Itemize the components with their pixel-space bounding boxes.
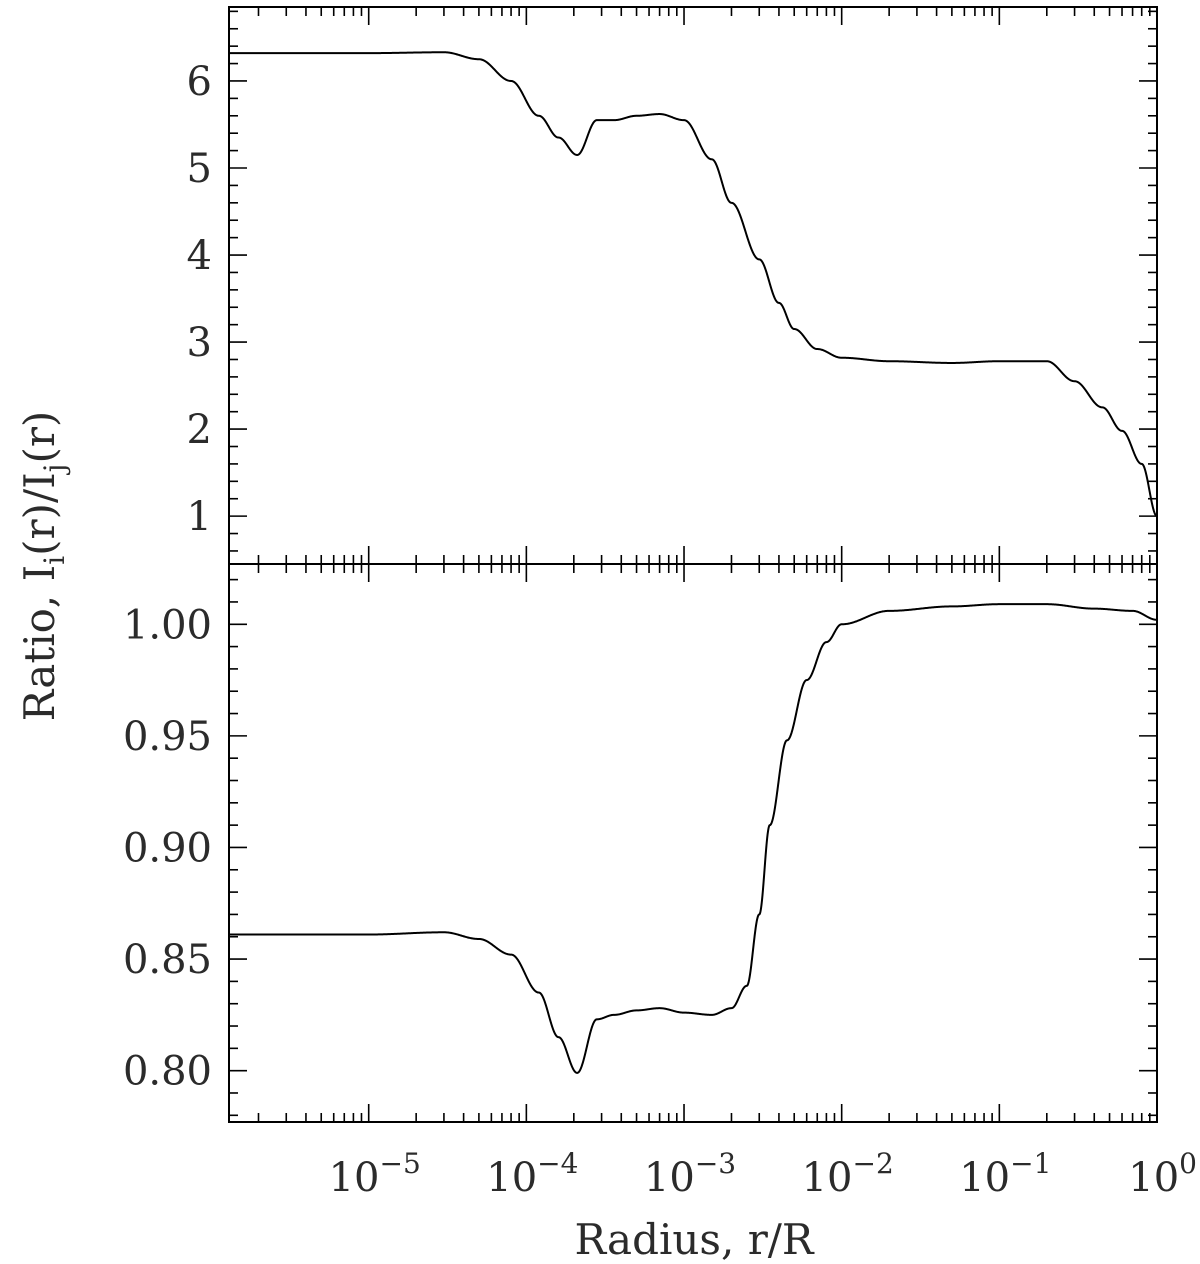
bottom-panel: 0.80 0.85 0.90 0.95 1.00 bbox=[123, 563, 1158, 1123]
x-tick-label: 10−4 bbox=[486, 1147, 578, 1201]
ratio-curve bbox=[229, 603, 1158, 1074]
x-tick-label: 10−2 bbox=[802, 1147, 894, 1201]
y-tick-label: 5 bbox=[187, 146, 212, 192]
x-tick-label: 10−5 bbox=[329, 1147, 421, 1201]
x-tick-label: 10−3 bbox=[644, 1147, 736, 1201]
x-tick-labels: 10−5 10−4 10−3 10−2 10−1 100 bbox=[329, 1147, 1197, 1201]
x-tick-label: 100 bbox=[1128, 1147, 1197, 1201]
plot-frame bbox=[228, 6, 1158, 565]
y-tick-label: 0.90 bbox=[123, 825, 212, 871]
y-tick-label: 2 bbox=[187, 407, 212, 453]
y-tick-label: 0.80 bbox=[123, 1049, 212, 1095]
x-axis-title: Radius, r/R bbox=[574, 1215, 814, 1264]
y-tick-label: 1 bbox=[187, 494, 212, 540]
y-axis-title: Ratio, Ii(r)/Ij(r) bbox=[15, 411, 71, 722]
top-panel: 1 2 3 4 5 6 bbox=[187, 6, 1158, 565]
y-tick-label: 4 bbox=[187, 233, 212, 279]
plot-frame bbox=[228, 563, 1158, 1123]
y-tick-label: 3 bbox=[187, 320, 212, 366]
y-tick-label: 1.00 bbox=[123, 602, 212, 648]
y-tick-label: 0.85 bbox=[123, 937, 212, 983]
x-tick-label: 10−1 bbox=[959, 1147, 1051, 1201]
y-tick-label: 0.95 bbox=[123, 714, 212, 760]
y-tick-label: 6 bbox=[187, 59, 212, 105]
ratio-curve bbox=[229, 51, 1158, 518]
